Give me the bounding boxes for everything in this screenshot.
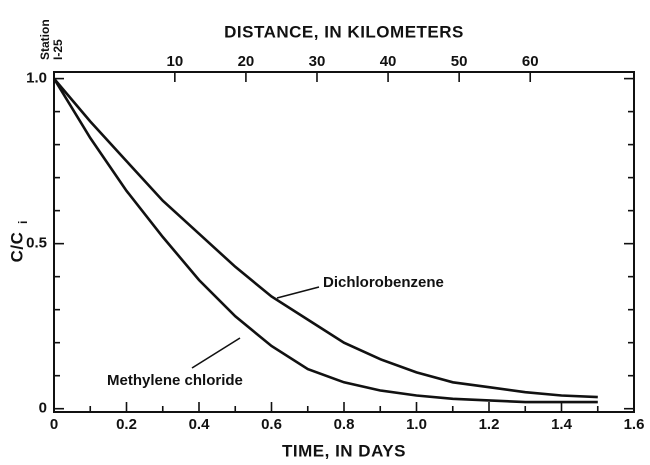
plot-frame: [53, 71, 635, 413]
x2-tick-label: 60: [522, 53, 539, 70]
y-axis-title-sub: i: [16, 221, 30, 224]
y-tick-label: 1.0: [26, 70, 47, 87]
x-tick-label: 0: [50, 416, 58, 433]
x2-tick-label: 50: [451, 53, 468, 70]
x-tick-label: 1.0: [406, 416, 427, 433]
station-label: Station I-25: [38, 19, 65, 60]
x-axis-title: TIME, IN DAYS: [282, 441, 406, 460]
leader-line: [276, 286, 320, 299]
x2-tick-label: 40: [380, 53, 397, 70]
y-axis-title: C/C i: [7, 221, 30, 263]
series-line: [53, 77, 598, 399]
y-tick-label: 0.5: [26, 235, 47, 252]
x-tick-label: 1.2: [479, 416, 500, 433]
x-tick-label: 0.4: [189, 416, 211, 433]
series-label: Dichlorobenzene: [323, 274, 444, 291]
x2-tick-label: 30: [309, 53, 326, 70]
y-axis-title-main: C/C: [7, 232, 26, 263]
leader-line: [191, 337, 241, 369]
x-tick-label: 0.8: [334, 416, 355, 433]
x-tick-label: 0.6: [261, 416, 282, 433]
x2-tick-label: 10: [166, 53, 183, 70]
x2-axis-title: DISTANCE, IN KILOMETERS: [224, 22, 464, 41]
series-label: Methylene chloride: [107, 372, 243, 389]
x-tick-label: 0.2: [116, 416, 137, 433]
series-line: [52, 77, 598, 404]
x-tick-label: 1.6: [624, 416, 645, 433]
x-tick-label: 1.4: [551, 416, 573, 433]
y-tick-label: 0: [39, 400, 47, 417]
station-label-line: I-25: [51, 39, 65, 60]
station-label-line: Station: [38, 19, 52, 60]
x2-tick-label: 20: [238, 53, 255, 70]
